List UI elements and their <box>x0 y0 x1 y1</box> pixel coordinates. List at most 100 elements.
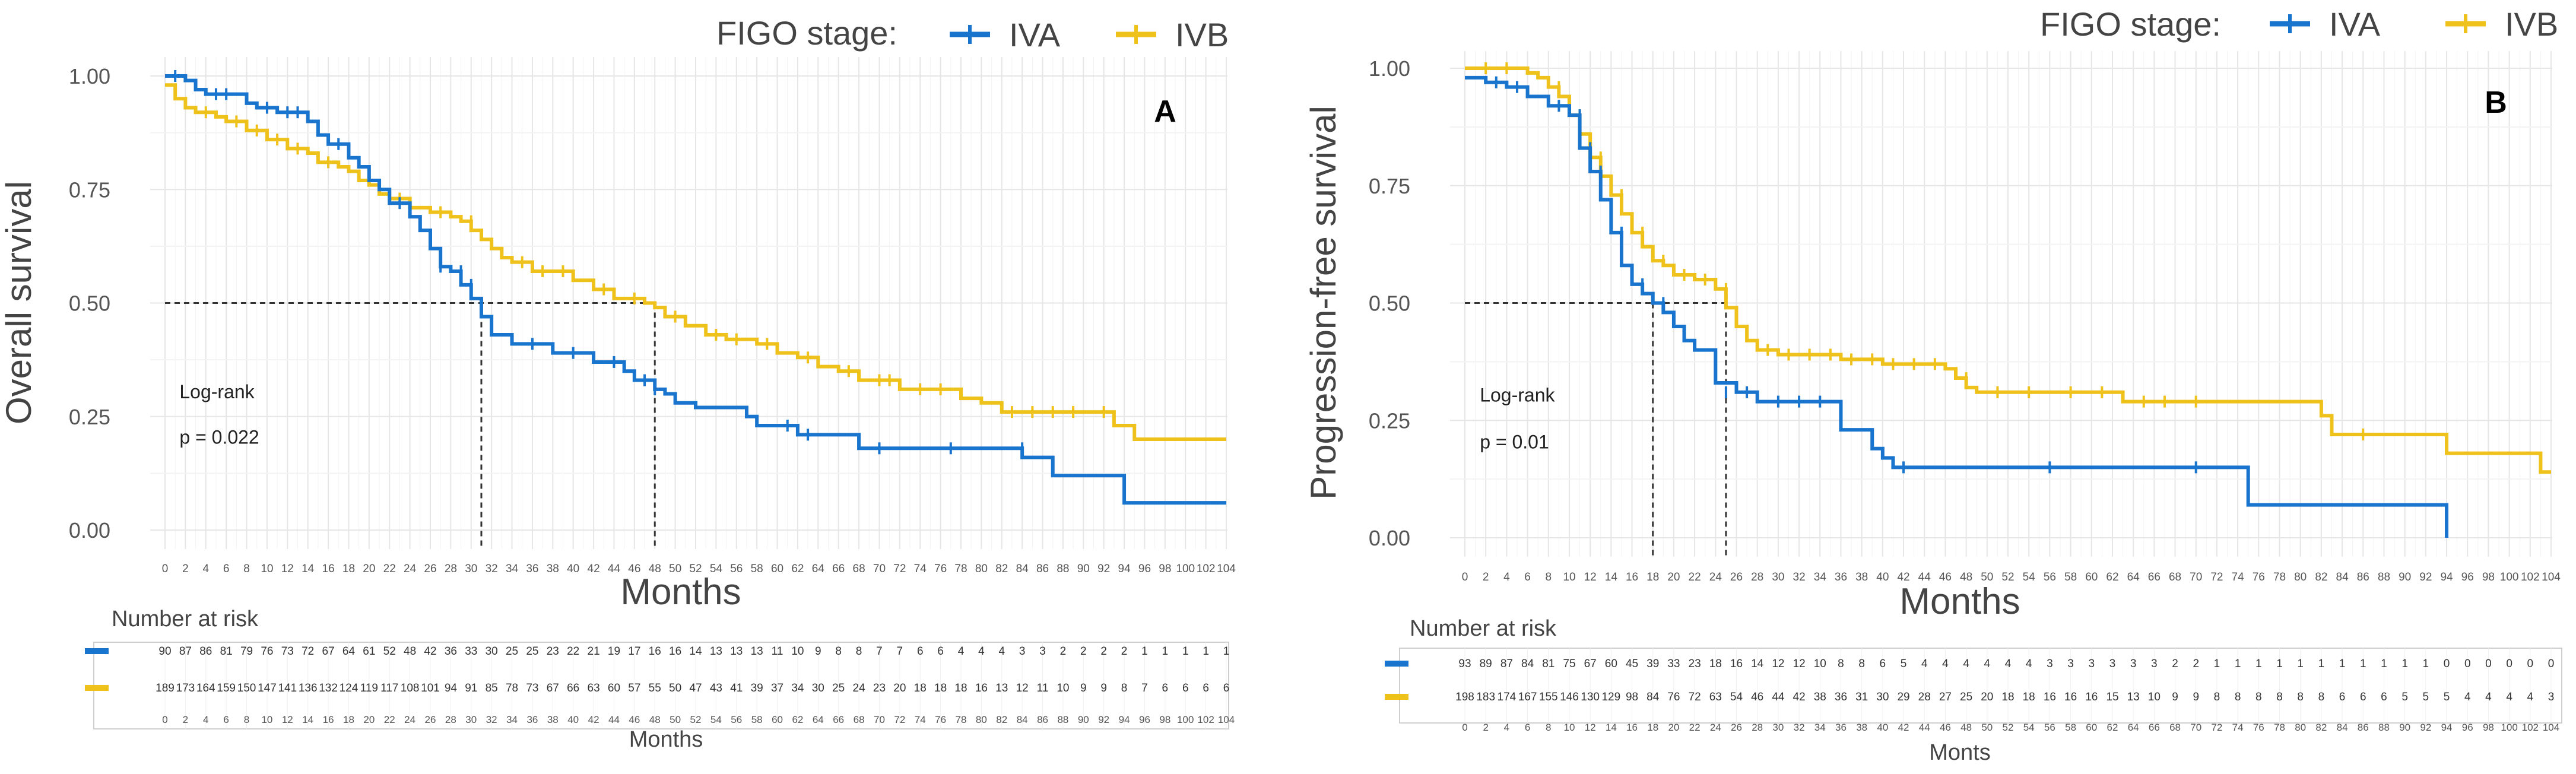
x-tick-label: 52 <box>2001 571 2014 583</box>
risk-count: 4 <box>2464 691 2471 703</box>
risk-count: 67 <box>547 682 559 694</box>
y-tick-label: 0.00 <box>1369 526 1410 550</box>
x-tick-label: 86 <box>2357 571 2369 583</box>
risk-count: 31 <box>1855 691 1868 703</box>
risk-count: 4 <box>958 645 965 658</box>
risk-count: 11 <box>1037 682 1049 694</box>
risk-table-xlabel: Monts <box>1929 740 1990 765</box>
risk-count: 101 <box>421 682 440 694</box>
risk-count: 64 <box>342 645 356 658</box>
risk-count: 2 <box>2193 658 2199 670</box>
x-tick-label: 4 <box>202 563 209 575</box>
risk-time-label: 102 <box>2522 722 2539 733</box>
risk-count: 30 <box>486 645 498 658</box>
risk-time-label: 28 <box>445 714 456 725</box>
risk-time-label: 82 <box>2315 722 2327 733</box>
y-tick-label: 0.00 <box>69 518 110 543</box>
y-tick-label: 1.00 <box>1369 56 1410 81</box>
risk-time-label: 14 <box>1606 722 1617 733</box>
y-axis-label: Overall survival <box>0 181 39 424</box>
risk-count: 5 <box>2401 691 2408 703</box>
risk-count: 174 <box>1498 691 1517 703</box>
risk-count: 5 <box>1901 658 1907 670</box>
risk-count: 3 <box>2088 658 2095 670</box>
risk-time-label: 74 <box>915 714 926 725</box>
risk-count: 155 <box>1539 691 1558 703</box>
x-tick-label: 56 <box>730 563 743 575</box>
risk-count: 4 <box>2527 691 2534 703</box>
risk-count: 79 <box>240 645 253 658</box>
risk-count: 4 <box>2005 658 2012 670</box>
legend-title: FIGO stage: <box>2040 5 2221 43</box>
risk-time-label: 4 <box>203 714 208 725</box>
x-tick-label: 92 <box>1097 563 1110 575</box>
risk-count: 28 <box>1918 691 1931 703</box>
risk-time-label: 34 <box>506 714 518 725</box>
risk-count: 61 <box>363 645 375 658</box>
risk-time-label: 104 <box>2543 722 2559 733</box>
x-tick-label: 68 <box>853 563 865 575</box>
x-tick-label: 16 <box>1626 571 1638 583</box>
x-tick-label: 22 <box>383 563 396 575</box>
risk-count: 48 <box>404 645 416 658</box>
x-tick-label: 28 <box>1751 571 1763 583</box>
x-tick-label: 86 <box>1036 563 1049 575</box>
risk-table-xlabel: Months <box>629 727 703 752</box>
x-tick-label: 78 <box>954 563 967 575</box>
risk-count: 25 <box>526 645 538 658</box>
x-tick-label: 38 <box>1855 571 1868 583</box>
risk-count: 3 <box>2047 658 2053 670</box>
risk-time-label: 60 <box>772 714 783 725</box>
risk-count: 43 <box>710 682 722 694</box>
risk-time-label: 102 <box>1197 714 1214 725</box>
x-tick-label: 94 <box>1118 563 1131 575</box>
y-tick-label: 0.25 <box>69 405 110 429</box>
risk-count: 84 <box>1521 658 1534 670</box>
risk-time-label: 92 <box>2420 722 2431 733</box>
risk-count: 8 <box>1838 658 1844 670</box>
risk-count: 159 <box>217 682 236 694</box>
risk-time-label: 86 <box>1037 714 1048 725</box>
risk-count: 8 <box>2235 691 2241 703</box>
y-tick-label: 0.75 <box>1369 174 1410 198</box>
risk-count: 1 <box>2235 658 2241 670</box>
risk-count: 52 <box>383 645 396 658</box>
risk-count: 37 <box>771 682 783 694</box>
risk-count: 6 <box>2381 691 2387 703</box>
km-series-iva <box>165 70 1226 505</box>
risk-count: 73 <box>526 682 538 694</box>
risk-count: 130 <box>1581 691 1600 703</box>
x-tick-label: 44 <box>1918 571 1931 583</box>
km-series-iva <box>1465 75 2449 538</box>
risk-count: 47 <box>689 682 702 694</box>
risk-time-label: 68 <box>2169 722 2181 733</box>
x-tick-label: 24 <box>404 563 417 575</box>
risk-count: 42 <box>1793 691 1806 703</box>
risk-count: 167 <box>1518 691 1537 703</box>
risk-count: 129 <box>1601 691 1620 703</box>
risk-count: 16 <box>2085 691 2098 703</box>
risk-count: 10 <box>791 645 804 658</box>
risk-count: 0 <box>2485 658 2492 670</box>
risk-count: 57 <box>628 682 640 694</box>
risk-count: 81 <box>1542 658 1555 670</box>
risk-count: 16 <box>649 645 661 658</box>
risk-count: 33 <box>465 645 477 658</box>
risk-time-label: 96 <box>2462 722 2473 733</box>
risk-time-label: 98 <box>1159 714 1170 725</box>
x-tick-label: 46 <box>628 563 640 575</box>
risk-count: 6 <box>1880 658 1886 670</box>
risk-count: 6 <box>1162 682 1169 694</box>
x-tick-label: 62 <box>791 563 804 575</box>
risk-time-label: 10 <box>261 714 272 725</box>
risk-time-label: 48 <box>649 714 661 725</box>
risk-time-label: 12 <box>282 714 293 725</box>
risk-count: 93 <box>1458 658 1471 670</box>
x-tick-label: 66 <box>832 563 845 575</box>
y-tick-label: 1.00 <box>69 64 110 88</box>
risk-count: 7 <box>876 645 883 658</box>
risk-count: 147 <box>258 682 277 694</box>
risk-time-label: 78 <box>956 714 967 725</box>
risk-count: 13 <box>730 645 743 658</box>
risk-count: 54 <box>1730 691 1743 703</box>
